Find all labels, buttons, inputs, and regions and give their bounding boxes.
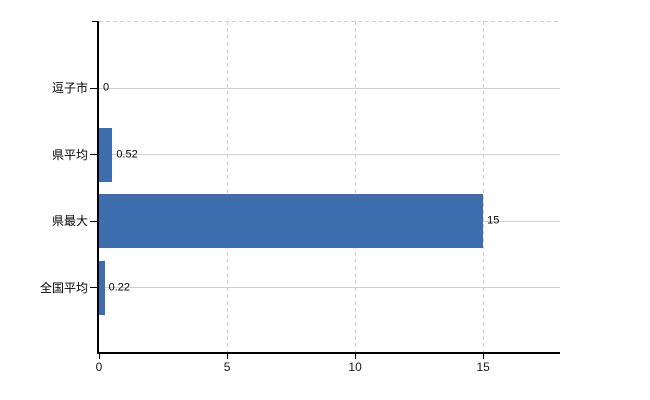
x-tick	[98, 354, 100, 359]
x-tick	[482, 354, 484, 359]
plot-area: 0 0.52 15 0.22	[99, 21, 560, 353]
x-tick	[226, 354, 228, 359]
bar-value-label: 0.22	[108, 281, 131, 294]
y-axis-cap	[92, 21, 98, 22]
v-gridline	[354, 21, 356, 353]
category-label: 県最大	[51, 214, 88, 229]
v-gridline	[482, 21, 484, 353]
bar	[99, 127, 113, 182]
y-tick	[90, 154, 97, 156]
category-label: 逗子市	[51, 81, 88, 96]
h-gridline	[99, 287, 560, 289]
y-tick	[90, 287, 97, 289]
x-axis-line	[97, 352, 560, 354]
h-gridline	[99, 154, 560, 156]
h-gridline	[99, 87, 560, 89]
x-tick-label: 0	[95, 360, 103, 374]
bar	[99, 260, 105, 315]
y-axis-line	[97, 21, 99, 353]
y-tick	[90, 87, 97, 89]
y-tick	[90, 220, 97, 222]
bar-value-label: 0	[103, 81, 110, 94]
bar-value-label: 0.52	[116, 148, 138, 161]
x-tick-label: 5	[223, 360, 231, 374]
plot-top-border	[99, 21, 560, 22]
x-tick	[354, 354, 356, 359]
x-tick-label: 10	[348, 360, 362, 374]
category-label: 全国平均	[39, 280, 88, 295]
bar	[99, 194, 484, 249]
category-label: 県平均	[51, 147, 88, 162]
v-gridline	[226, 21, 228, 353]
bar-value-label: 15	[487, 214, 500, 227]
x-tick-label: 15	[476, 360, 490, 374]
